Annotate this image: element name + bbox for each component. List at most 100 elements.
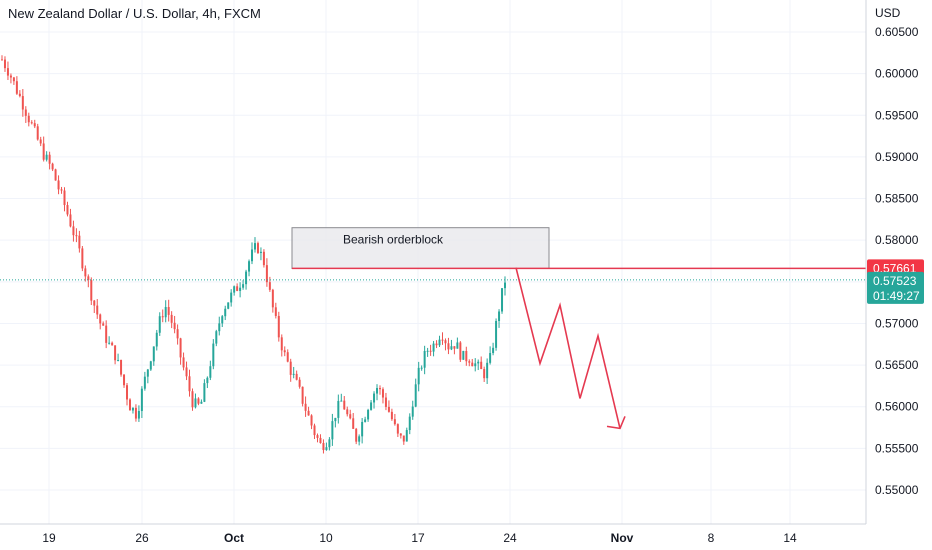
candle-body [72, 226, 75, 236]
candle-body [108, 342, 111, 344]
candle-body [495, 320, 498, 348]
candle-body [393, 419, 396, 425]
y-tick-label: 0.56500 [875, 358, 919, 372]
candle-body [75, 235, 78, 237]
candle-body [158, 316, 161, 333]
candle-body [492, 347, 495, 354]
candle-body [179, 338, 182, 358]
candle-body [182, 357, 185, 368]
candle-body [441, 339, 444, 341]
candle-body [432, 343, 435, 352]
time-axis[interactable]: 19 26 Oct 10 17 24 Nov 8 14 [42, 531, 797, 545]
candle-body [465, 350, 468, 362]
candle-body [36, 126, 39, 140]
candle-body [15, 81, 18, 94]
candle-body [501, 288, 504, 312]
candle-body [218, 323, 221, 332]
candle-body [402, 435, 405, 442]
candle-body [399, 433, 402, 436]
candle-body [256, 243, 259, 253]
candle-body [123, 374, 126, 386]
candle-body [316, 435, 319, 438]
candle-body [349, 414, 352, 419]
candle-body [477, 361, 480, 364]
y-tick-label: 0.59500 [875, 108, 919, 122]
candle-body [262, 251, 265, 266]
candle-body [265, 265, 268, 283]
candle-body [337, 400, 340, 418]
candle-body [274, 307, 277, 316]
candle-body [111, 342, 114, 346]
candle-body [370, 402, 373, 410]
candle-body [209, 366, 212, 378]
candle-body [54, 169, 57, 181]
candle-body [33, 123, 36, 127]
candle-body [298, 379, 301, 387]
candle-body [450, 346, 453, 350]
orderblock-rectangle[interactable] [291, 227, 550, 269]
candle-body [420, 367, 423, 369]
y-tick-label: 0.59000 [875, 150, 919, 164]
x-tick-label: 24 [503, 531, 517, 545]
candle-body [504, 282, 506, 289]
candle-body [346, 409, 349, 415]
candle-body [96, 305, 99, 315]
candle-body [99, 314, 102, 324]
candle-body [69, 214, 72, 227]
candlestick-series [1, 55, 506, 454]
last-price-badge [867, 271, 924, 304]
candle-body [57, 180, 60, 190]
candle-body [114, 345, 117, 361]
candle-body [6, 68, 9, 76]
candle-body [355, 428, 358, 442]
candle-body [105, 325, 108, 343]
x-tick-label: 26 [135, 531, 149, 545]
candle-body [271, 289, 274, 308]
candle-body [87, 276, 90, 281]
candle-body [188, 376, 191, 392]
orderblock-label: Bearish orderblock [343, 233, 444, 247]
candle-body [277, 315, 280, 338]
candle-body [304, 403, 307, 411]
candle-body [390, 411, 393, 420]
candle-body [200, 401, 203, 404]
x-tick-label: 10 [319, 531, 333, 545]
candle-body [167, 307, 170, 315]
candle-body [51, 163, 54, 170]
candle-body [131, 407, 134, 411]
projection-arrowhead-icon [606, 416, 626, 430]
candle-body [468, 361, 471, 363]
candle-body [417, 367, 420, 385]
projection-path[interactable] [515, 267, 621, 429]
candle-body [376, 388, 379, 394]
candle-body [233, 286, 236, 293]
candle-body [328, 439, 331, 448]
candle-body [84, 268, 87, 277]
currency-label: USD [875, 6, 901, 20]
candle-body [66, 205, 69, 215]
last-price-label: 0.57523 [873, 274, 917, 288]
candle-body [483, 369, 486, 379]
candle-body [331, 421, 334, 440]
candle-body [27, 115, 30, 123]
candle-body [236, 286, 239, 291]
candle-body [21, 96, 24, 110]
candle-body [60, 189, 63, 191]
candle-body [340, 400, 343, 402]
chart-title: New Zealand Dollar / U.S. Dollar, 4h, FX… [8, 6, 261, 21]
candle-body [325, 447, 328, 451]
candle-body [444, 340, 447, 344]
candle-body [197, 398, 200, 404]
y-tick-label: 0.60000 [875, 67, 919, 81]
candle-body [301, 386, 304, 404]
bar-countdown-label: 01:49:27 [873, 289, 920, 303]
candle-body [120, 359, 123, 375]
candle-body [245, 271, 248, 285]
candle-body [259, 251, 262, 253]
candle-body [45, 154, 48, 160]
candle-body [230, 292, 233, 303]
candle-body [322, 443, 325, 451]
candle-body [248, 261, 251, 272]
candle-body [227, 302, 230, 309]
